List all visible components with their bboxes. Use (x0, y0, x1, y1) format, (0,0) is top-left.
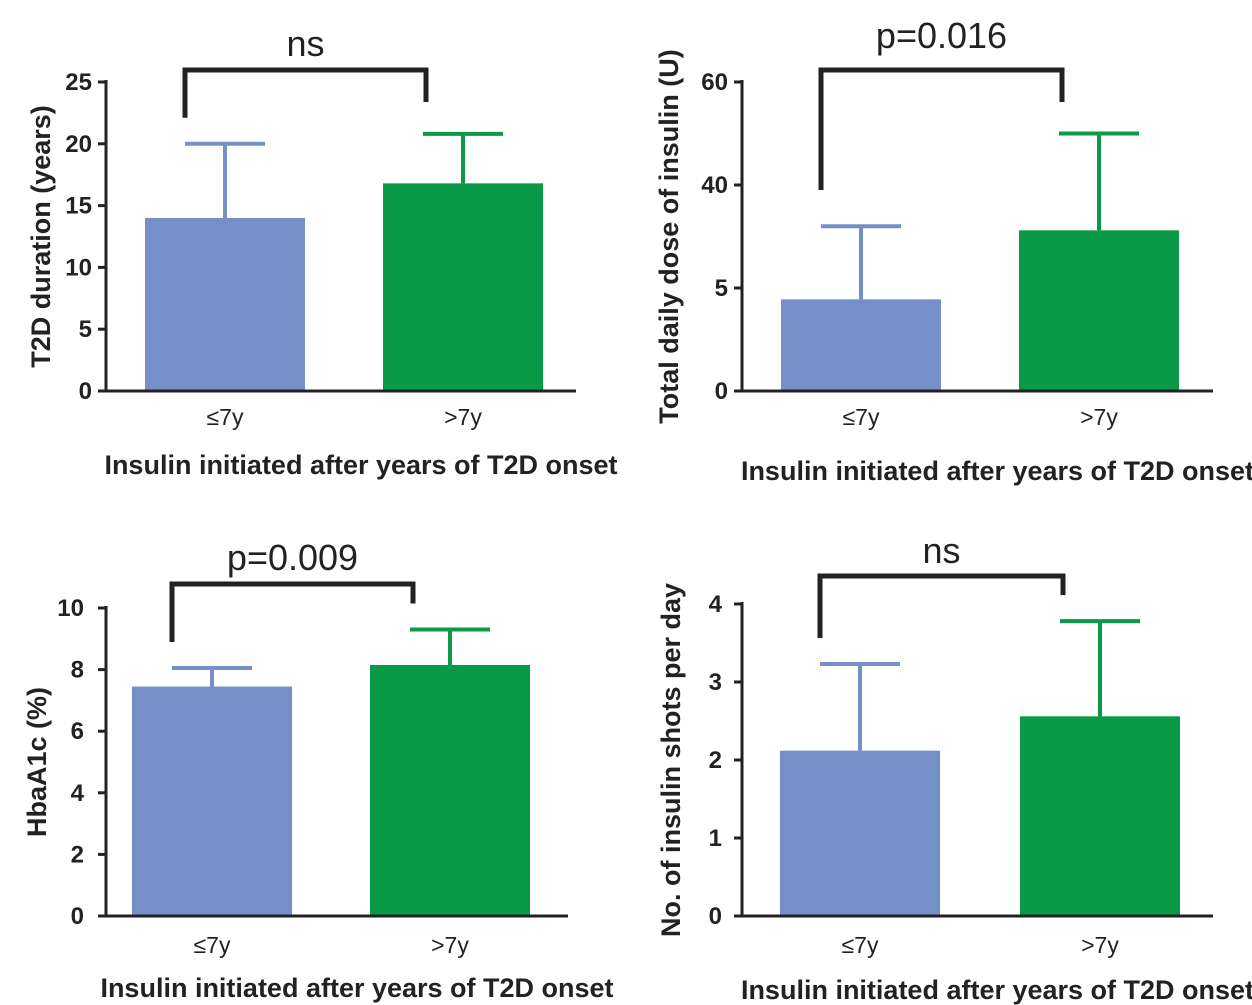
y-tick-label: 8 (71, 657, 84, 684)
y-axis-label: No. of insulin shots per day (656, 583, 686, 937)
chart-panel-2: 0 5 40 60 ≤7y >7y Insulin initiated after year… (654, 15, 1252, 486)
bar-le7y (132, 686, 292, 916)
x-axis-label: Insulin initiated after years of T2D ons… (741, 456, 1252, 486)
y-axis-label: Total daily dose of insulin (U) (654, 49, 684, 424)
x-tick-label: ≤7y (842, 932, 879, 958)
y-tick-label: 20 (65, 131, 92, 158)
y-tick-label: 2 (709, 747, 722, 774)
significance-bracket (182, 67, 429, 118)
chart-panel-1: 0 5 10 15 20 25 ≤7y >7y Insulin initiated after … (26, 23, 618, 480)
significance-bracket (817, 573, 1066, 639)
bar-gt7y (383, 183, 543, 391)
chart-panel-4: 0 1 2 3 4 ≤7y >7y Insulin initiated after years… (656, 530, 1252, 1005)
significance-bracket (818, 67, 1065, 190)
y-tick-label: 10 (65, 254, 92, 281)
y-axis-label: HbaA1c (%) (22, 687, 52, 837)
y-tick-label: 0 (715, 378, 728, 405)
chart-panel-3: 0 2 4 6 8 10 ≤7y >7y Insulin initiated after yea… (22, 537, 614, 1003)
x-tick-label: >7y (444, 404, 482, 430)
y-tick-label: 10 (57, 595, 84, 622)
bar-le7y (780, 750, 940, 916)
y-tick-label: 40 (701, 172, 728, 199)
y-tick-label: 60 (701, 69, 728, 96)
y-tick-label: 0 (71, 903, 84, 930)
significance-label: p=0.009 (227, 537, 358, 578)
y-tick-label: 4 (71, 780, 85, 807)
bar-le7y (145, 217, 305, 391)
significance-label: ns (286, 23, 324, 64)
x-axis-label: Insulin initiated after years of T2D ons… (100, 973, 613, 1003)
y-tick-label: 25 (65, 69, 92, 96)
x-tick-label: >7y (431, 932, 469, 958)
bar-gt7y (1019, 230, 1179, 391)
x-axis-label: Insulin initiated after years of T2D ons… (741, 975, 1252, 1005)
x-tick-label: >7y (1080, 404, 1118, 430)
y-tick-label: 0 (709, 903, 722, 930)
y-tick-label: 2 (71, 841, 84, 868)
y-tick-label: 15 (65, 193, 92, 220)
x-tick-label: ≤7y (843, 404, 880, 430)
x-axis-label: Insulin initiated after years of T2D ons… (104, 450, 617, 480)
bar-le7y (781, 299, 941, 391)
y-tick-label: 0 (79, 378, 92, 405)
x-tick-label: ≤7y (194, 932, 231, 958)
y-tick-label: 3 (709, 669, 722, 696)
significance-bracket (169, 581, 416, 643)
y-tick-label: 4 (709, 591, 723, 618)
x-tick-label: ≤7y (207, 404, 244, 430)
significance-label: p=0.016 (876, 15, 1007, 56)
y-tick-label: 6 (71, 718, 84, 745)
bar-gt7y (370, 664, 530, 916)
x-tick-label: >7y (1081, 932, 1119, 958)
significance-label: ns (922, 530, 960, 571)
y-tick-label: 5 (715, 275, 728, 302)
y-axis-label: T2D duration (years) (26, 105, 56, 368)
y-tick-label: 1 (709, 825, 722, 852)
y-tick-label: 5 (79, 316, 92, 343)
bar-gt7y (1020, 716, 1180, 916)
